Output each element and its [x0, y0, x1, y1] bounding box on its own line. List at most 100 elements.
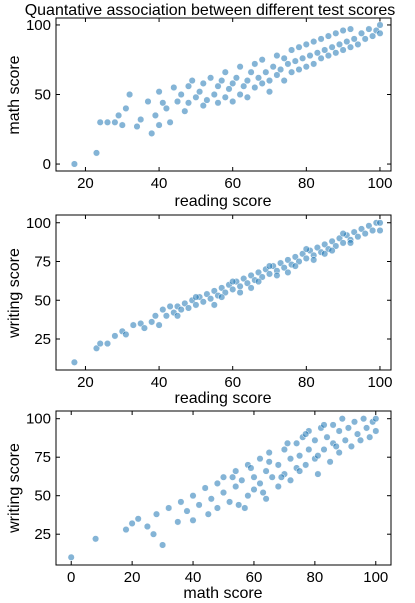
data-point — [189, 492, 197, 500]
data-point — [247, 284, 255, 292]
data-point — [347, 442, 355, 450]
data-point — [192, 301, 200, 309]
y-tick-label: 25 — [34, 331, 51, 348]
data-point — [256, 455, 264, 463]
data-point — [137, 115, 145, 124]
data-point — [177, 90, 185, 99]
data-point — [360, 415, 368, 423]
data-point — [372, 427, 380, 435]
data-point — [201, 484, 209, 492]
data-point — [219, 473, 228, 481]
data-point — [326, 458, 334, 466]
data-point — [229, 97, 237, 106]
data-point — [181, 299, 189, 307]
data-point — [165, 504, 173, 512]
data-point — [324, 32, 332, 40]
data-point — [203, 96, 211, 104]
data-point — [366, 433, 374, 441]
data-point — [274, 461, 282, 469]
data-point — [143, 522, 151, 531]
data-points — [70, 21, 384, 168]
data-point — [320, 445, 328, 454]
data-point — [247, 68, 255, 76]
data-point — [354, 233, 362, 241]
data-point — [240, 275, 248, 283]
y-tick-label: 50 — [34, 292, 51, 309]
data-point — [243, 279, 251, 287]
tick-marks — [56, 18, 391, 171]
data-point — [159, 99, 167, 107]
data-point — [280, 54, 288, 62]
data-point — [238, 476, 246, 484]
data-point — [243, 77, 251, 85]
x-axis-label: reading score — [175, 193, 272, 210]
data-point — [324, 52, 332, 60]
data-point — [258, 79, 266, 87]
data-point — [343, 38, 351, 46]
data-point — [262, 68, 270, 76]
data-point — [346, 25, 355, 33]
data-point — [339, 46, 347, 54]
data-point — [265, 262, 274, 270]
data-point — [115, 111, 123, 119]
data-point — [221, 93, 229, 101]
data-point — [350, 228, 358, 236]
data-point — [265, 449, 273, 457]
data-point — [284, 60, 292, 68]
data-point — [296, 467, 304, 475]
data-point — [328, 43, 336, 51]
data-point — [339, 26, 347, 35]
data-point — [286, 476, 295, 484]
data-point — [288, 46, 296, 54]
data-point — [332, 29, 340, 37]
data-point — [306, 52, 314, 60]
data-point — [262, 467, 270, 475]
data-point — [148, 129, 156, 137]
data-point — [92, 535, 100, 543]
data-point — [218, 293, 226, 301]
data-point — [357, 225, 366, 233]
y-tick-label: 50 — [34, 488, 51, 505]
data-point — [92, 149, 101, 157]
data-point — [218, 77, 226, 85]
data-point — [332, 242, 340, 250]
x-axis-label: reading score — [175, 390, 272, 407]
data-point — [70, 160, 78, 168]
data-point — [314, 452, 322, 460]
data-point — [149, 530, 158, 538]
data-point — [259, 489, 267, 497]
data-point — [280, 264, 288, 272]
data-point — [361, 230, 369, 238]
data-point — [251, 83, 259, 92]
data-point — [280, 445, 288, 454]
data-point — [288, 68, 296, 76]
y-tick-label: 100 — [26, 215, 51, 232]
data-point — [210, 287, 218, 295]
scatter-panel-math-vs-reading: 20 40 60 80 100 0 50 100 reading score math sco… — [6, 17, 392, 210]
data-point — [207, 295, 215, 303]
tick-labels: 20 40 60 80 100 25 50 75 100 — [26, 215, 393, 391]
data-point — [250, 485, 258, 494]
data-point — [199, 298, 207, 306]
data-point — [302, 63, 310, 71]
data-point — [196, 88, 204, 96]
y-tick-label: 100 — [26, 17, 51, 34]
data-point — [225, 85, 233, 93]
data-point — [284, 268, 292, 276]
data-point — [286, 455, 295, 463]
data-point — [183, 507, 191, 515]
x-tick-label: 60 — [224, 175, 241, 192]
data-point — [280, 77, 288, 85]
data-point — [296, 452, 304, 460]
data-point — [321, 240, 329, 248]
data-point — [320, 421, 328, 429]
y-axis-label: writing score — [6, 443, 23, 534]
data-point — [111, 118, 119, 126]
data-point — [291, 262, 299, 270]
data-point — [126, 90, 134, 99]
data-point — [166, 118, 174, 126]
data-point — [323, 433, 331, 441]
data-point — [103, 340, 112, 348]
data-point — [122, 526, 130, 534]
data-point — [295, 257, 303, 266]
